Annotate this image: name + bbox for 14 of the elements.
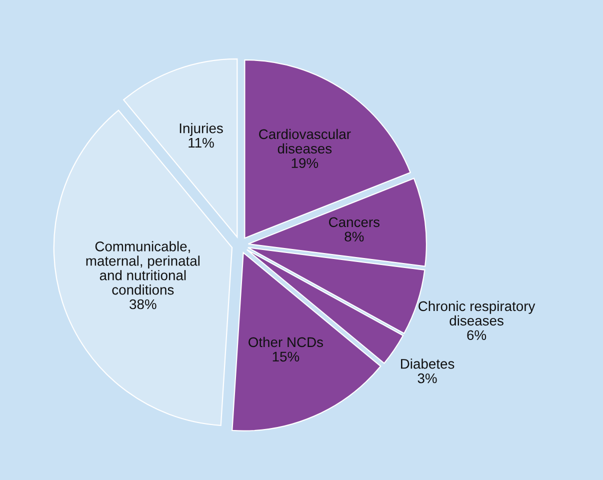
data-label: 3% (418, 373, 437, 384)
data-label: 11% (188, 138, 214, 148)
slice-label: Diabetes (401, 358, 454, 369)
data-label: 38% (130, 299, 156, 310)
slice-label: Communicable, maternal, perinatal and nutritional conditions (86, 241, 200, 295)
slice-label: Injuries (180, 123, 223, 136)
data-label: 6% (467, 330, 486, 340)
slice-label: Cardiovascular diseases (259, 128, 351, 154)
slice-label: Chronic respiratory diseases (418, 300, 536, 326)
slice-label: Cancers (329, 217, 380, 228)
data-label: 15% (272, 352, 300, 362)
data-label: 8% (344, 232, 364, 242)
data-label: 19% (292, 158, 318, 168)
slice-label: Other NCDs (248, 336, 324, 348)
